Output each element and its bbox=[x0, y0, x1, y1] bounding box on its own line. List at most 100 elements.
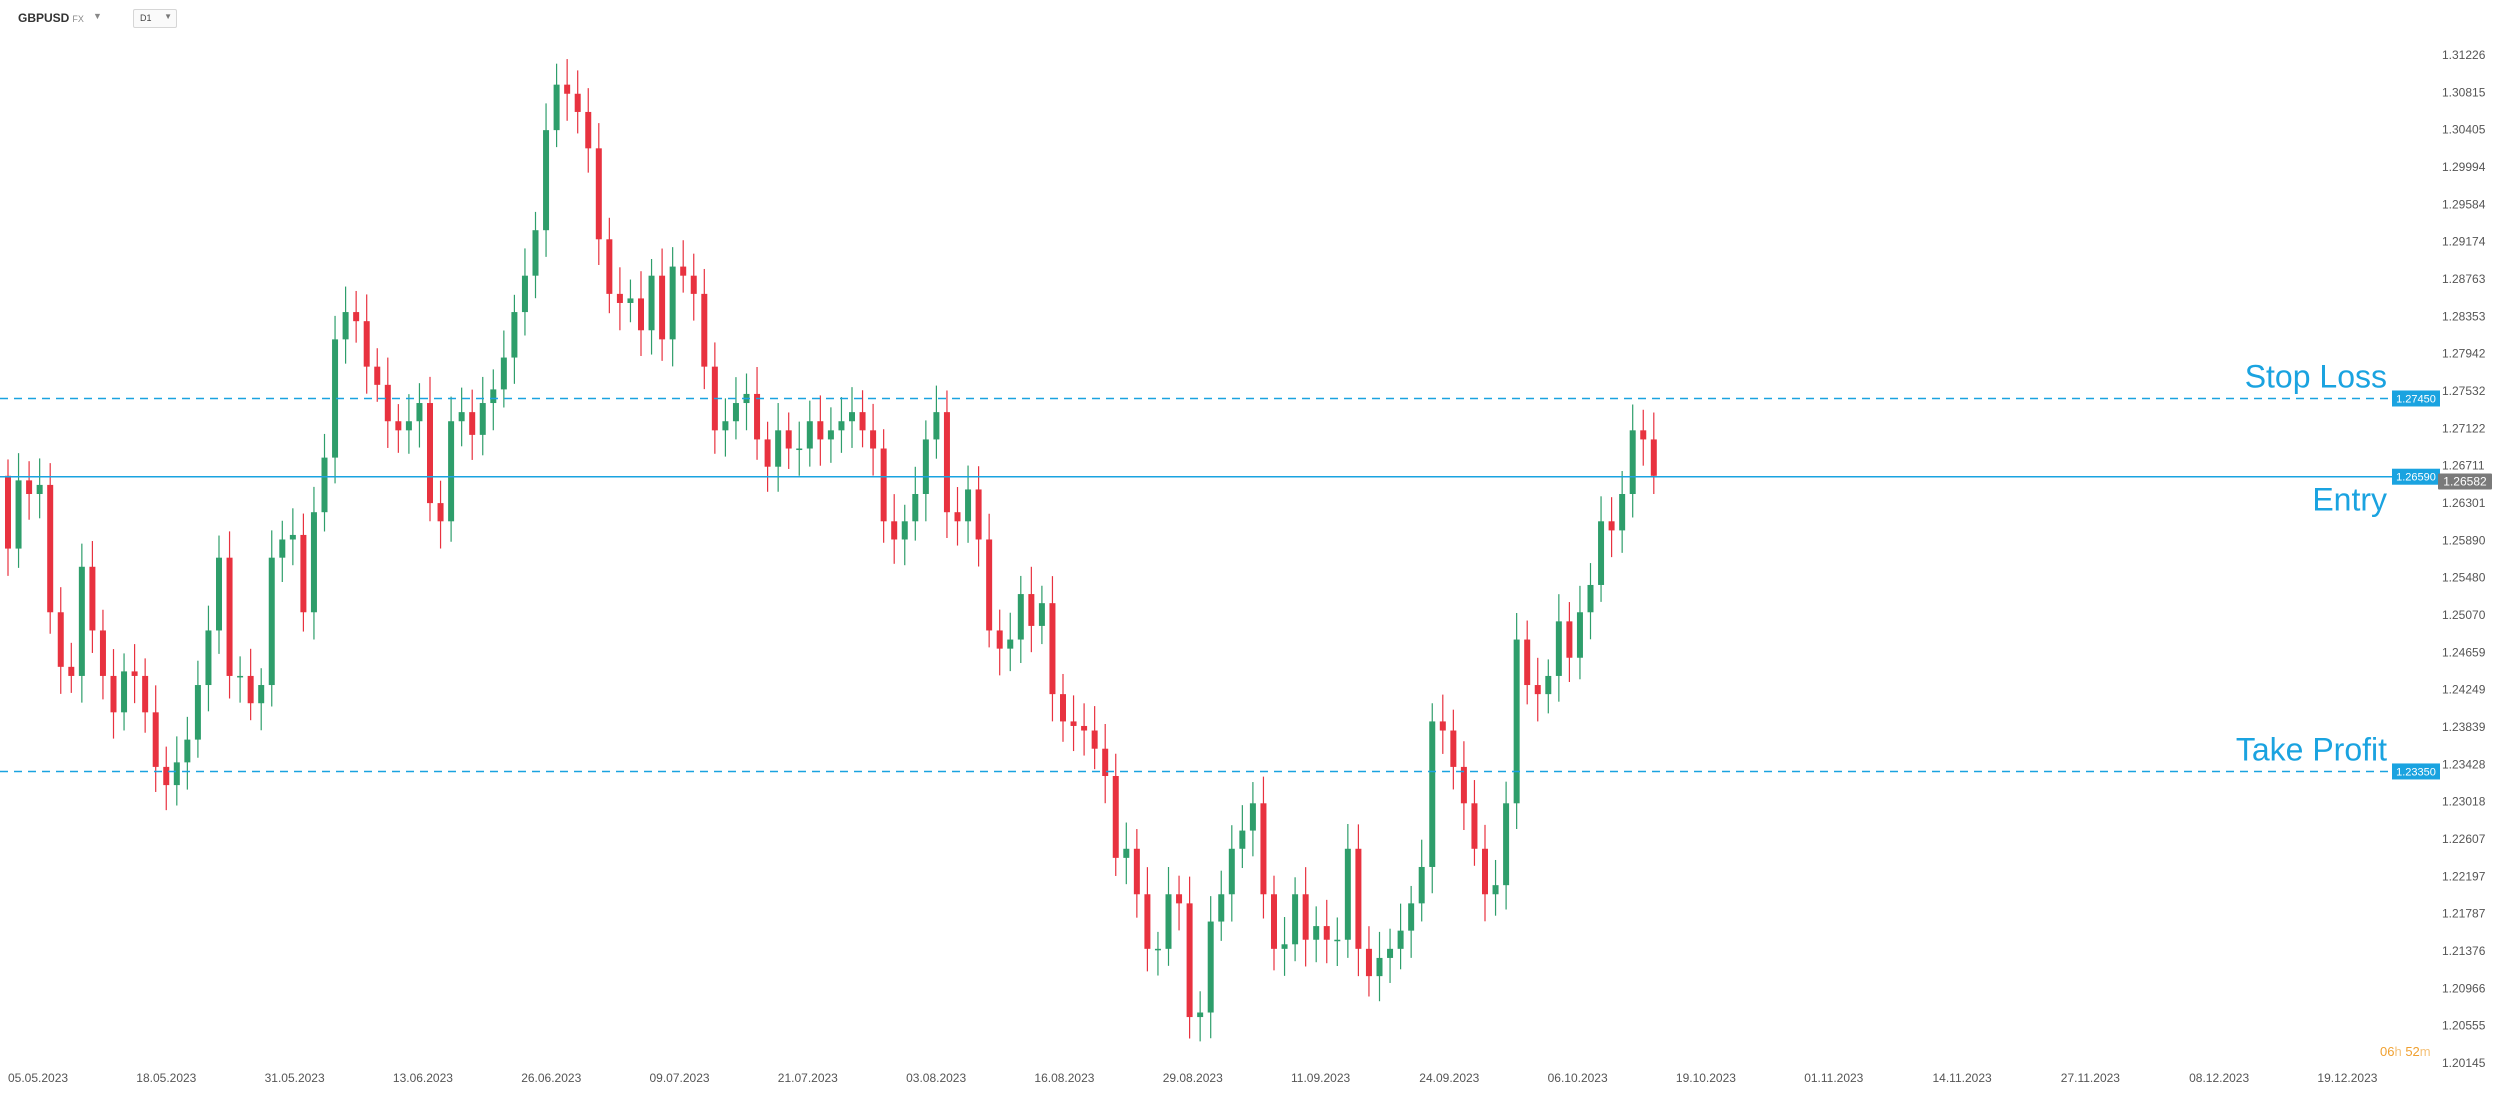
candle[interactable] bbox=[680, 240, 687, 293]
candle[interactable] bbox=[732, 377, 739, 440]
level-entry[interactable]: Entry 1.26590 bbox=[0, 468, 2440, 518]
candle[interactable] bbox=[437, 480, 444, 549]
candle[interactable] bbox=[849, 387, 855, 448]
candle[interactable] bbox=[1334, 917, 1341, 967]
candle[interactable] bbox=[574, 70, 581, 134]
candle[interactable] bbox=[353, 290, 360, 343]
candle[interactable] bbox=[543, 103, 550, 257]
candle[interactable] bbox=[247, 648, 254, 721]
candle[interactable] bbox=[806, 400, 813, 467]
candle[interactable] bbox=[532, 211, 539, 299]
candle[interactable] bbox=[1460, 741, 1467, 830]
candle[interactable] bbox=[1007, 612, 1014, 672]
symbol-dropdown-chevron-icon[interactable]: ▼ bbox=[93, 11, 102, 21]
candle[interactable] bbox=[1397, 903, 1404, 970]
candle[interactable] bbox=[1154, 931, 1161, 976]
candle[interactable] bbox=[36, 458, 43, 519]
candle[interactable] bbox=[1344, 824, 1351, 958]
candle[interactable] bbox=[954, 487, 961, 546]
level-stop-loss[interactable]: Stop Loss 1.27450 bbox=[0, 358, 2440, 407]
candle[interactable] bbox=[1112, 753, 1119, 876]
candle[interactable] bbox=[194, 660, 201, 758]
candle[interactable] bbox=[1513, 613, 1520, 829]
candle[interactable] bbox=[15, 453, 22, 568]
candle[interactable] bbox=[859, 390, 866, 448]
candle[interactable] bbox=[1619, 471, 1626, 553]
candle[interactable] bbox=[310, 486, 317, 640]
candle[interactable] bbox=[216, 535, 222, 654]
candle[interactable] bbox=[332, 315, 339, 484]
candle[interactable] bbox=[1228, 825, 1235, 922]
candle[interactable] bbox=[1418, 839, 1425, 922]
candle[interactable] bbox=[564, 59, 571, 121]
candle[interactable] bbox=[1038, 585, 1045, 645]
candle[interactable] bbox=[374, 348, 381, 402]
candle[interactable] bbox=[743, 373, 750, 431]
candle[interactable] bbox=[1524, 620, 1531, 705]
candle[interactable] bbox=[1218, 870, 1225, 941]
candle[interactable] bbox=[553, 63, 560, 148]
candle[interactable] bbox=[785, 412, 792, 469]
candle[interactable] bbox=[606, 217, 613, 314]
candle[interactable] bbox=[289, 508, 296, 566]
candle[interactable] bbox=[68, 642, 75, 693]
candle[interactable] bbox=[669, 247, 676, 367]
candle[interactable] bbox=[1070, 695, 1077, 752]
candle[interactable] bbox=[891, 494, 898, 564]
candle[interactable] bbox=[616, 267, 623, 331]
candle[interactable] bbox=[500, 330, 507, 408]
candle[interactable] bbox=[986, 513, 993, 648]
candle[interactable] bbox=[1260, 776, 1267, 919]
candle[interactable] bbox=[922, 420, 929, 522]
candle[interactable] bbox=[1165, 866, 1172, 966]
candle[interactable] bbox=[1091, 706, 1098, 770]
candle[interactable] bbox=[1534, 657, 1541, 722]
candle[interactable] bbox=[1028, 566, 1035, 653]
candle[interactable] bbox=[427, 376, 433, 522]
candle[interactable] bbox=[1355, 824, 1362, 977]
candle[interactable] bbox=[1387, 928, 1394, 983]
candle[interactable] bbox=[1408, 885, 1415, 958]
candle[interactable] bbox=[1555, 594, 1562, 702]
candle[interactable] bbox=[912, 466, 919, 541]
candle[interactable] bbox=[764, 421, 771, 492]
candle[interactable] bbox=[1186, 876, 1193, 1039]
candle[interactable] bbox=[1049, 576, 1056, 722]
candle[interactable] bbox=[163, 746, 170, 811]
candle[interactable] bbox=[659, 248, 666, 361]
candle[interactable] bbox=[943, 390, 950, 538]
candle[interactable] bbox=[1133, 829, 1140, 918]
candle[interactable] bbox=[1102, 723, 1109, 804]
candle[interactable] bbox=[521, 248, 528, 336]
candle[interactable] bbox=[1017, 575, 1024, 664]
candle[interactable] bbox=[1249, 782, 1256, 857]
candle[interactable] bbox=[321, 433, 328, 532]
candle[interactable] bbox=[1313, 906, 1320, 963]
candle[interactable] bbox=[1450, 709, 1457, 790]
candle[interactable] bbox=[1302, 867, 1309, 967]
candle[interactable] bbox=[901, 504, 908, 566]
candle[interactable] bbox=[1545, 659, 1552, 714]
candle[interactable] bbox=[110, 649, 117, 739]
candle[interactable] bbox=[775, 403, 782, 492]
candle[interactable] bbox=[1429, 703, 1436, 894]
candle[interactable] bbox=[1323, 899, 1330, 964]
candle[interactable] bbox=[416, 383, 423, 448]
candle[interactable] bbox=[965, 465, 972, 543]
candle[interactable] bbox=[173, 736, 180, 806]
candle[interactable] bbox=[469, 389, 476, 460]
candle[interactable] bbox=[1566, 602, 1573, 683]
candle[interactable] bbox=[384, 357, 391, 448]
candle[interactable] bbox=[490, 369, 497, 431]
candle[interactable] bbox=[1492, 859, 1499, 916]
candle[interactable] bbox=[975, 466, 982, 567]
candle[interactable] bbox=[595, 123, 602, 266]
candle[interactable] bbox=[448, 396, 455, 542]
candle[interactable] bbox=[47, 463, 54, 634]
candle[interactable] bbox=[1144, 867, 1151, 972]
candle[interactable] bbox=[701, 268, 708, 390]
candle[interactable] bbox=[690, 253, 697, 321]
candle[interactable] bbox=[89, 541, 96, 653]
candle[interactable] bbox=[638, 271, 644, 357]
